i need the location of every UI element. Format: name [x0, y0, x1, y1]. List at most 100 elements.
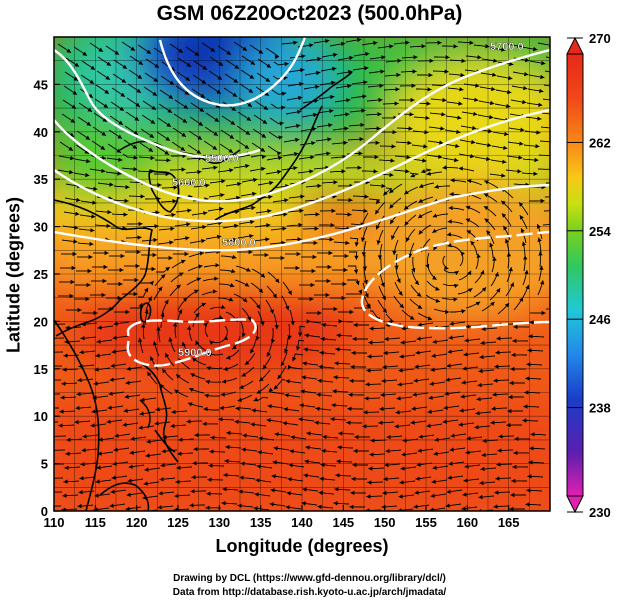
- streamline-arrowhead: [501, 47, 506, 52]
- streamline-arrowhead: [268, 387, 274, 392]
- streamline-arrowhead: [536, 130, 541, 135]
- y-tick-label: 10: [34, 409, 48, 424]
- streamline-arrowhead: [148, 147, 153, 152]
- streamline-arrowhead: [66, 48, 71, 53]
- streamline-arrowhead: [246, 267, 251, 272]
- streamline-arrowhead: [207, 352, 213, 357]
- streamline-arrowhead: [315, 212, 320, 217]
- streamline-arrowhead: [427, 409, 432, 414]
- streamline-arrowhead: [150, 155, 155, 161]
- streamline: [265, 47, 280, 58]
- streamline-arrowhead: [69, 169, 74, 175]
- x-tick-label: 125: [167, 515, 189, 530]
- streamline-arrowhead: [389, 44, 394, 49]
- streamline-arrowhead: [555, 85, 559, 89]
- streamline-arrowhead: [539, 88, 544, 94]
- streamline-arrowhead: [86, 282, 91, 288]
- streamline-arrowhead: [432, 228, 437, 233]
- streamline-arrowhead: [274, 432, 279, 437]
- streamline-arrowhead: [197, 169, 202, 175]
- streamline-arrowhead: [252, 191, 257, 197]
- streamline-arrowhead: [176, 284, 181, 289]
- streamline-arrowhead: [272, 293, 277, 299]
- streamline-arrowhead: [416, 292, 422, 297]
- streamline-arrowhead: [407, 140, 412, 145]
- streamline-arrowhead: [457, 115, 462, 120]
- streamline-arrowhead: [377, 255, 383, 260]
- streamline: [537, 42, 550, 46]
- streamline-arrowhead: [245, 130, 250, 135]
- streamline-arrowhead: [219, 206, 224, 212]
- streamline-arrowhead: [409, 112, 414, 117]
- streamline-arrowhead: [275, 278, 280, 283]
- streamline-arrowhead: [313, 240, 318, 246]
- streamline-arrowhead: [149, 280, 154, 286]
- streamline-arrowhead: [285, 379, 290, 384]
- y-axis-label: Latitude (degrees): [3, 196, 24, 354]
- streamline-arrowhead: [98, 437, 103, 442]
- streamline-arrowhead: [221, 379, 227, 384]
- streamline-arrowhead: [368, 340, 373, 345]
- streamline-arrowhead: [186, 325, 192, 331]
- streamline-arrowhead: [348, 392, 353, 397]
- streamline-arrowhead: [180, 259, 186, 264]
- streamline-arrowhead: [396, 396, 401, 401]
- streamline-arrowhead: [101, 155, 106, 161]
- streamline-arrowhead: [152, 91, 157, 96]
- streamline-arrowhead: [136, 88, 141, 93]
- streamline-arrowhead: [519, 297, 523, 302]
- streamline-arrowhead: [189, 180, 194, 186]
- streamline-arrowhead: [523, 85, 528, 91]
- streamline-arrowhead: [490, 420, 495, 425]
- streamline-arrowhead: [492, 72, 497, 77]
- streamline-arrowhead: [325, 39, 330, 44]
- streamline-arrowhead: [194, 289, 199, 294]
- y-tick-label: 30: [34, 220, 48, 235]
- streamline-arrowhead: [209, 449, 214, 454]
- streamline-arrowhead: [202, 225, 207, 230]
- streamline-arrowhead: [518, 155, 523, 160]
- streamline-arrowhead: [501, 173, 506, 178]
- streamline-arrowhead: [329, 237, 334, 242]
- streamline-arrowhead: [453, 44, 458, 49]
- streamline-arrowhead: [446, 363, 451, 368]
- streamline-arrowhead: [106, 61, 111, 66]
- streamline-arrowhead: [357, 37, 362, 43]
- streamline-arrowhead: [198, 264, 203, 269]
- streamline-arrowhead: [418, 434, 423, 439]
- streamline-arrowhead: [494, 490, 499, 495]
- streamline-arrowhead: [504, 131, 509, 137]
- streamline-arrowhead: [535, 144, 540, 149]
- y-tick-label: 35: [34, 172, 48, 187]
- streamline-arrowhead: [541, 60, 546, 66]
- streamline-arrowhead: [180, 146, 185, 151]
- streamline-arrowhead: [271, 474, 276, 479]
- streamline-arrowhead: [317, 310, 322, 316]
- streamline-arrowhead: [145, 453, 150, 458]
- streamline-arrowhead: [213, 289, 218, 294]
- streamline-arrowhead: [264, 91, 269, 96]
- streamline-arrowhead: [465, 205, 471, 210]
- streamline-arrowhead: [96, 339, 101, 344]
- coastlines: [54, 71, 353, 511]
- streamline-arrowhead: [90, 423, 95, 428]
- streamline-arrowhead: [266, 63, 271, 68]
- streamline-arrowhead: [247, 102, 252, 107]
- streamline-arrowhead: [107, 405, 112, 410]
- streamline-arrowhead: [97, 451, 102, 456]
- streamline-arrowhead: [270, 488, 275, 493]
- streamline-arrowhead: [107, 209, 112, 215]
- streamline-arrowhead: [193, 447, 198, 452]
- streamline-arrowhead: [553, 112, 557, 116]
- streamline-arrowhead: [418, 230, 423, 235]
- streamline-arrowhead: [122, 64, 127, 69]
- streamline-arrowhead: [77, 307, 82, 313]
- streamline-arrowhead: [533, 46, 538, 52]
- streamline-arrowhead: [489, 114, 494, 120]
- streamline-arrowhead: [541, 310, 546, 316]
- streamline-arrowhead: [160, 274, 166, 279]
- streamline-arrowhead: [82, 51, 87, 56]
- streamline-arrowhead: [461, 506, 466, 511]
- streamline-arrowhead: [47, 350, 51, 354]
- streamline-arrowhead: [439, 140, 444, 145]
